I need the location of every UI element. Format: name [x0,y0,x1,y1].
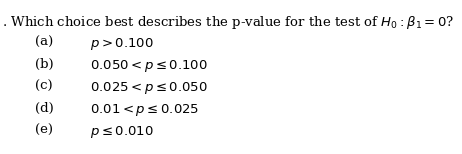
Text: (c): (c) [35,80,53,93]
Text: (d): (d) [35,102,54,115]
Text: $p > 0.100$: $p > 0.100$ [90,36,154,52]
Text: (a): (a) [35,36,53,49]
Text: $0.025 < p \leq 0.050$: $0.025 < p \leq 0.050$ [90,80,208,96]
Text: (e): (e) [35,124,53,137]
Text: $p \leq 0.010$: $p \leq 0.010$ [90,124,154,140]
Text: . Which choice best describes the p-value for the test of $H_0 : \beta_1 = 0$?: . Which choice best describes the p-valu… [2,14,455,31]
Text: $0.050 < p \leq 0.100$: $0.050 < p \leq 0.100$ [90,58,208,74]
Text: (b): (b) [35,58,54,71]
Text: $0.01 < p \leq 0.025$: $0.01 < p \leq 0.025$ [90,102,199,118]
